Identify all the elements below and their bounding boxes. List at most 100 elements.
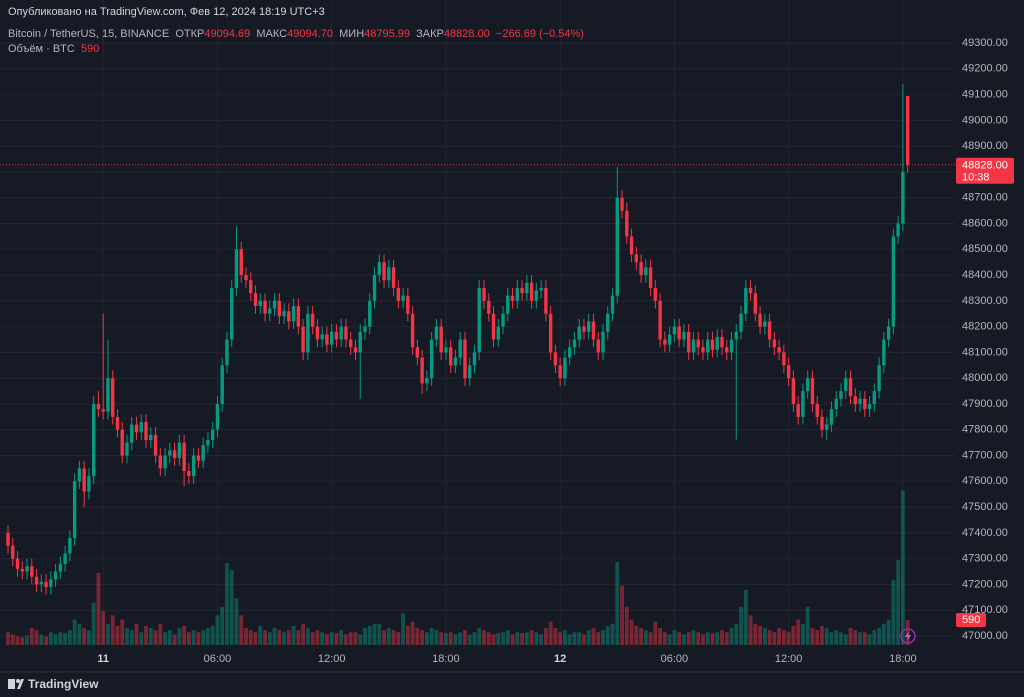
volume-bar	[886, 619, 891, 645]
volume-bar	[77, 623, 82, 645]
volume-bar	[20, 637, 25, 645]
candle-body	[425, 378, 429, 384]
volume-bar	[682, 634, 686, 645]
volume-bar	[520, 633, 524, 645]
candle-body	[567, 347, 572, 358]
candle-body	[15, 558, 20, 569]
volume-bar	[272, 628, 277, 645]
volume-last-box	[956, 613, 986, 628]
volume-bar	[805, 606, 810, 645]
candle-body	[77, 468, 82, 482]
y-tick-label: 47900.00	[962, 398, 1008, 410]
volume-bar	[743, 589, 748, 645]
volume-bar	[448, 632, 453, 645]
volume-bar	[391, 630, 396, 645]
volume-bar	[634, 625, 639, 645]
volume-bar	[6, 632, 10, 645]
volume-bar	[29, 628, 34, 645]
y-tick-label: 48100.00	[962, 346, 1008, 358]
volume-bar	[829, 632, 834, 645]
countdown: 10:38	[962, 172, 990, 184]
volume-bar	[872, 630, 877, 645]
x-tick-label: 18:00	[889, 653, 917, 665]
candle-body	[444, 347, 448, 353]
published-line: Опубликовано на TradingView.com, Фев 12,…	[8, 6, 325, 18]
volume-bar	[396, 632, 401, 645]
candle-body	[834, 398, 838, 410]
volume-bar	[491, 634, 496, 645]
candle-body	[134, 424, 139, 433]
logo-bar	[8, 679, 15, 689]
volume-bar	[248, 630, 253, 645]
candle-body	[872, 391, 877, 404]
candle-body	[753, 293, 758, 314]
volume-bar	[415, 628, 420, 645]
candle-body	[548, 313, 553, 353]
candle-body	[744, 287, 748, 314]
volume-bar	[496, 633, 501, 645]
logo-slash	[17, 679, 24, 689]
volume-bar	[182, 625, 187, 645]
candle-body	[244, 275, 248, 281]
candle-body	[249, 280, 253, 294]
candle-body	[439, 326, 443, 353]
candle-body	[406, 295, 410, 314]
last-price-label: 48828.00	[962, 160, 1008, 172]
candle-body	[720, 336, 724, 348]
candle-body	[39, 581, 44, 585]
volume-bar	[167, 630, 172, 645]
candle-body	[458, 339, 462, 358]
candle-body	[758, 313, 762, 327]
volume-bar	[63, 633, 68, 645]
candle-body	[11, 545, 15, 559]
volume-bar	[163, 632, 167, 645]
volume-bar	[325, 634, 329, 645]
volume-bar	[191, 630, 196, 645]
candle-body	[587, 321, 591, 332]
volume-bar	[791, 625, 796, 645]
volume-bar	[220, 606, 225, 645]
volume-bar	[696, 632, 701, 645]
candle-body	[477, 287, 481, 353]
candle-body	[30, 566, 34, 577]
candle-body	[472, 352, 477, 366]
volume-legend: Объём · BTC 590	[8, 43, 99, 55]
volume-bar	[158, 623, 163, 645]
candle-body	[349, 339, 353, 348]
volume-bar	[401, 613, 405, 645]
volume-bar	[148, 628, 153, 645]
volume-bar	[444, 633, 448, 645]
volume-bar	[363, 628, 367, 645]
y-tick-label: 47300.00	[962, 553, 1008, 565]
volume-bar	[529, 630, 534, 645]
volume-bar	[305, 628, 310, 645]
volume-bar	[258, 625, 263, 645]
y-tick-label: 47500.00	[962, 501, 1008, 513]
candle-body	[777, 347, 781, 353]
volume-bar	[510, 634, 515, 645]
candle-body	[139, 422, 143, 433]
candle-layer	[0, 84, 955, 595]
ohlc-label: ОТКР	[175, 28, 205, 40]
candle-body	[696, 339, 700, 348]
candle-body	[272, 300, 277, 309]
candle-body	[187, 470, 191, 477]
volume-bar	[386, 628, 391, 645]
candle-body	[801, 391, 805, 417]
y-tick-label: 48500.00	[962, 243, 1008, 255]
alert-icon[interactable]	[900, 628, 916, 644]
candle-body	[382, 262, 386, 281]
volume-bar	[339, 630, 344, 645]
volume-bar	[215, 615, 220, 645]
volume-bar	[286, 630, 291, 645]
candle-body	[106, 378, 110, 412]
candle-body	[153, 434, 158, 456]
ohlc-label: МИН	[339, 28, 365, 40]
ohlc-value: 49094.69	[204, 28, 251, 40]
candle-body	[268, 308, 272, 314]
candle-body	[815, 403, 819, 417]
volume-bar	[234, 598, 239, 645]
volume-bar	[291, 625, 296, 645]
y-tick-label: 47700.00	[962, 449, 1008, 461]
candle-body	[629, 236, 634, 255]
